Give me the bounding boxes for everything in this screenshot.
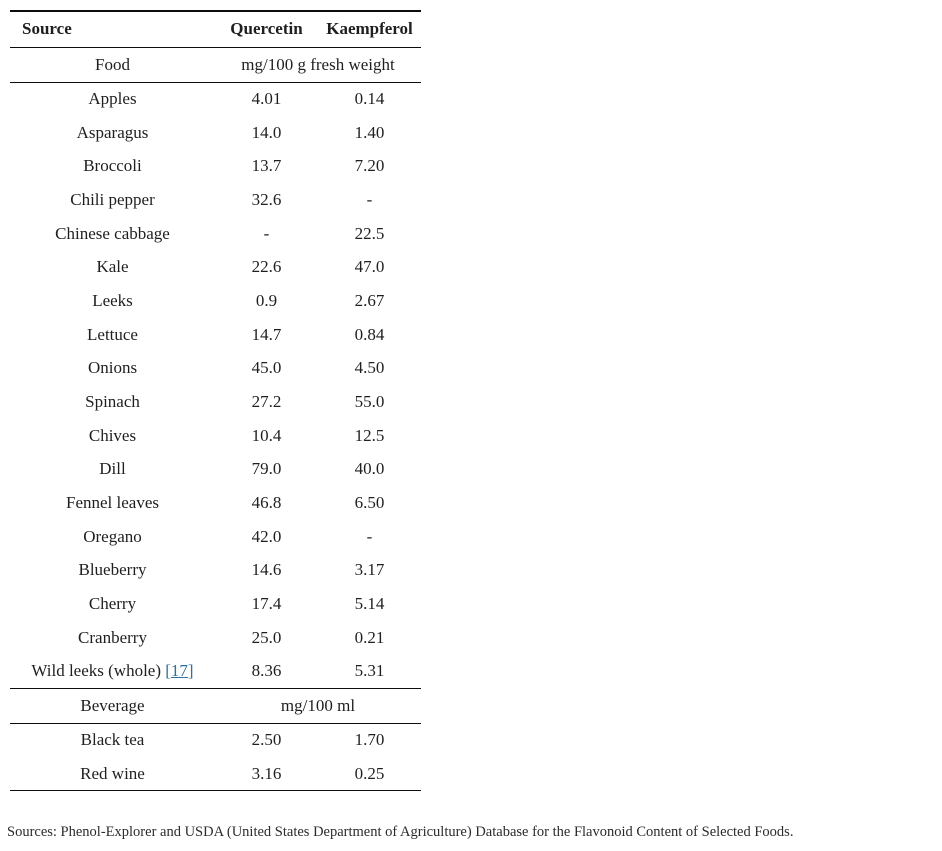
quercetin-cell: 17.4	[251, 594, 282, 614]
table-row: Wild leeks (whole) [17] 8.36 5.31	[10, 655, 421, 689]
quercetin-cell: 25.0	[251, 627, 282, 647]
kaempferol-cell: 2.67	[354, 290, 385, 310]
source-cell: Cherry	[88, 594, 137, 614]
quercetin-cell: 10.4	[251, 425, 282, 445]
table-row: Cranberry 25.0 0.21	[10, 621, 421, 655]
kaempferol-cell: 0.84	[354, 324, 385, 344]
section-unit-label: mg/100 ml	[280, 695, 356, 715]
column-header-quercetin: Quercetin	[230, 19, 303, 39]
source-cell: Kale	[96, 257, 129, 277]
source-cell: Apples	[88, 89, 137, 109]
quercetin-cell: -	[263, 223, 270, 243]
table-header-row: Source Quercetin Kaempferol	[10, 11, 421, 47]
quercetin-cell: 79.0	[251, 459, 282, 479]
table-row: Spinach 27.2 55.0	[10, 385, 421, 419]
kaempferol-cell: 40.0	[354, 459, 385, 479]
kaempferol-cell: 0.25	[354, 763, 385, 783]
kaempferol-cell: 5.31	[354, 661, 385, 681]
source-cell: Chinese cabbage	[55, 223, 170, 243]
quercetin-cell: 45.0	[251, 358, 282, 378]
section-subheader-row: Food mg/100 g fresh weight	[10, 47, 421, 82]
column-header-source: Source	[22, 19, 72, 39]
table-row: Oregano 42.0 -	[10, 520, 421, 554]
table-row: Blueberry 14.6 3.17	[10, 554, 421, 588]
kaempferol-cell: 6.50	[354, 493, 385, 513]
source-cell: Blueberry	[78, 560, 147, 580]
kaempferol-cell: 22.5	[354, 223, 385, 243]
kaempferol-cell: -	[366, 189, 373, 209]
quercetin-cell: 32.6	[251, 189, 282, 209]
quercetin-cell: 4.01	[251, 89, 282, 109]
kaempferol-cell: -	[366, 526, 373, 546]
source-cell: Fennel leaves	[66, 493, 159, 513]
table-row: Chives 10.4 12.5	[10, 419, 421, 453]
table-row: Dill 79.0 40.0	[10, 453, 421, 487]
quercetin-cell: 2.50	[251, 730, 282, 750]
table-row: Chili pepper 32.6 -	[10, 183, 421, 217]
kaempferol-cell: 1.40	[354, 122, 385, 142]
quercetin-cell: 27.2	[251, 392, 282, 412]
table-row: Apples 4.01 0.14	[10, 82, 421, 116]
section-subheader-row: Beverage mg/100 ml	[10, 688, 421, 724]
source-cell: Chives	[88, 425, 137, 445]
source-cell: Dill	[99, 459, 126, 479]
kaempferol-cell: 7.20	[354, 156, 385, 176]
kaempferol-cell: 0.14	[354, 89, 385, 109]
source-cell: Black tea	[80, 730, 145, 750]
table-row: Chinese cabbage - 22.5	[10, 217, 421, 251]
table-row: Fennel leaves 46.8 6.50	[10, 486, 421, 520]
column-header-kaempferol: Kaempferol	[326, 19, 413, 39]
source-cell: Red wine	[80, 763, 145, 783]
citation-number[interactable]: 17	[170, 661, 188, 681]
table-row: Lettuce 14.7 0.84	[10, 318, 421, 352]
source-cell: Lettuce	[87, 324, 138, 344]
kaempferol-cell: 55.0	[354, 392, 385, 412]
quercetin-cell: 8.36	[251, 661, 282, 681]
quercetin-cell: 22.6	[251, 257, 282, 277]
table-row: Black tea 2.50 1.70	[10, 723, 421, 757]
section-group-label: Beverage	[80, 695, 145, 715]
quercetin-cell: 14.7	[251, 324, 282, 344]
table-row: Kale 22.6 47.0	[10, 250, 421, 284]
quercetin-cell: 13.7	[251, 156, 282, 176]
table-row: Broccoli 13.7 7.20	[10, 149, 421, 183]
source-cell: Onions	[87, 358, 138, 378]
citation-link[interactable]: [17]	[165, 661, 194, 681]
source-cell: Wild leeks (whole) [17]	[31, 661, 194, 681]
kaempferol-cell: 3.17	[354, 560, 385, 580]
source-cell: Chili pepper	[70, 189, 155, 209]
table-row: Leeks 0.9 2.67	[10, 284, 421, 318]
table-row: Red wine 3.16 0.25	[10, 757, 421, 791]
table-row: Cherry 17.4 5.14	[10, 587, 421, 621]
kaempferol-cell: 12.5	[354, 425, 385, 445]
kaempferol-cell: 47.0	[354, 257, 385, 277]
quercetin-cell: 42.0	[251, 526, 282, 546]
section-group-label: Food	[95, 54, 130, 74]
table-row: Asparagus 14.0 1.40	[10, 116, 421, 150]
flavonoid-content-table: Source Quercetin Kaempferol Food mg/100 g…	[10, 10, 421, 791]
kaempferol-cell: 5.14	[354, 594, 385, 614]
source-cell: Leeks	[92, 290, 133, 310]
kaempferol-cell: 1.70	[354, 730, 385, 750]
source-cell: Broccoli	[83, 156, 142, 176]
quercetin-cell: 3.16	[251, 763, 282, 783]
kaempferol-cell: 4.50	[354, 358, 385, 378]
source-cell: Spinach	[85, 392, 140, 412]
table-row: Onions 45.0 4.50	[10, 352, 421, 386]
kaempferol-cell: 0.21	[354, 627, 385, 647]
table-footnote: Sources: Phenol-Explorer and USDA (Unite…	[7, 824, 794, 840]
quercetin-cell: 46.8	[251, 493, 282, 513]
quercetin-cell: 14.6	[251, 560, 282, 580]
quercetin-cell: 0.9	[255, 290, 278, 310]
source-cell: Oregano	[83, 526, 142, 546]
source-cell: Asparagus	[76, 122, 149, 142]
quercetin-cell: 14.0	[251, 122, 282, 142]
source-cell: Cranberry	[78, 627, 147, 647]
section-unit-label: mg/100 g fresh weight	[241, 54, 395, 74]
